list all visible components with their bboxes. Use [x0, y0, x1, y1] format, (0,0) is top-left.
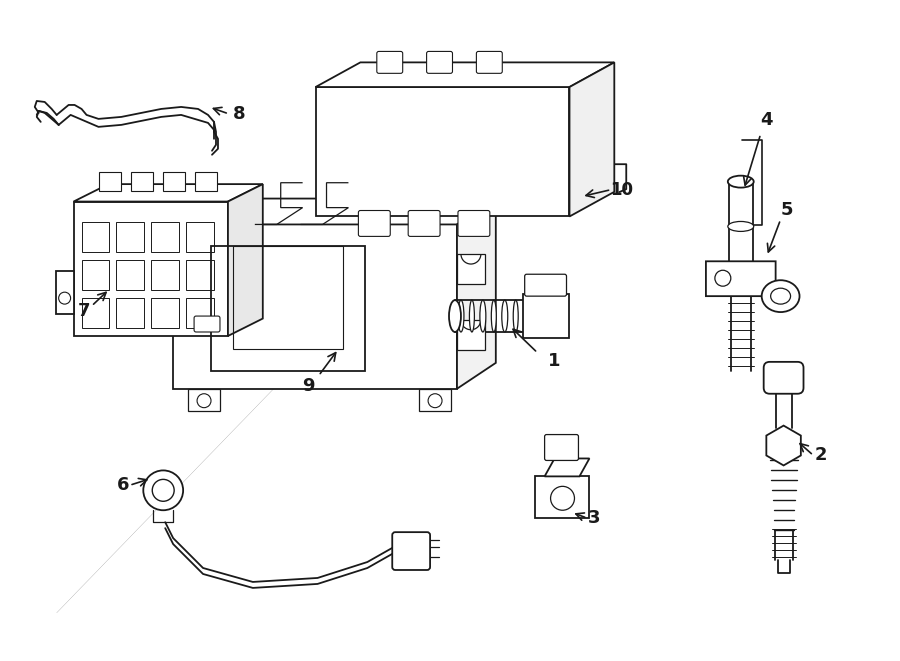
- Polygon shape: [195, 172, 217, 191]
- Polygon shape: [173, 225, 457, 389]
- Circle shape: [551, 486, 574, 510]
- Polygon shape: [100, 172, 122, 191]
- Polygon shape: [706, 261, 776, 296]
- FancyBboxPatch shape: [392, 532, 430, 570]
- Ellipse shape: [458, 300, 464, 332]
- Polygon shape: [316, 87, 570, 217]
- Polygon shape: [56, 271, 74, 314]
- Polygon shape: [457, 254, 485, 284]
- Ellipse shape: [728, 221, 753, 231]
- Polygon shape: [419, 389, 451, 410]
- Ellipse shape: [728, 176, 753, 188]
- Text: 3: 3: [588, 509, 600, 527]
- Text: 2: 2: [814, 446, 827, 465]
- Text: 4: 4: [760, 111, 773, 129]
- Polygon shape: [570, 62, 615, 217]
- Circle shape: [143, 471, 183, 510]
- FancyBboxPatch shape: [525, 274, 566, 296]
- Polygon shape: [544, 459, 590, 477]
- Circle shape: [152, 479, 175, 501]
- Polygon shape: [173, 198, 496, 225]
- Text: 5: 5: [780, 200, 793, 219]
- Text: 10: 10: [610, 180, 633, 198]
- Ellipse shape: [770, 288, 790, 304]
- Polygon shape: [316, 62, 615, 87]
- FancyBboxPatch shape: [427, 52, 453, 73]
- Polygon shape: [131, 172, 153, 191]
- Ellipse shape: [513, 300, 518, 332]
- Circle shape: [715, 270, 731, 286]
- FancyBboxPatch shape: [194, 316, 220, 332]
- Text: 6: 6: [117, 477, 130, 494]
- Ellipse shape: [449, 300, 461, 332]
- Circle shape: [197, 394, 211, 408]
- FancyBboxPatch shape: [377, 52, 402, 73]
- FancyBboxPatch shape: [358, 210, 391, 237]
- Polygon shape: [457, 320, 485, 350]
- Polygon shape: [188, 389, 220, 410]
- Polygon shape: [766, 426, 801, 465]
- FancyBboxPatch shape: [409, 210, 440, 237]
- Ellipse shape: [491, 300, 496, 332]
- FancyBboxPatch shape: [476, 52, 502, 73]
- Text: 9: 9: [302, 377, 315, 395]
- Text: 8: 8: [232, 105, 245, 123]
- Ellipse shape: [502, 300, 508, 332]
- Ellipse shape: [480, 300, 486, 332]
- Circle shape: [428, 394, 442, 408]
- Polygon shape: [74, 184, 263, 202]
- FancyBboxPatch shape: [764, 362, 804, 394]
- Ellipse shape: [761, 280, 799, 312]
- Polygon shape: [457, 198, 496, 389]
- FancyBboxPatch shape: [458, 210, 490, 237]
- Text: 1: 1: [548, 352, 561, 370]
- Polygon shape: [163, 172, 185, 191]
- Ellipse shape: [470, 300, 474, 332]
- Circle shape: [58, 292, 70, 304]
- Polygon shape: [228, 184, 263, 336]
- FancyBboxPatch shape: [544, 434, 579, 461]
- Polygon shape: [523, 294, 570, 338]
- Polygon shape: [535, 477, 590, 518]
- Text: 7: 7: [77, 302, 90, 320]
- Polygon shape: [74, 202, 228, 336]
